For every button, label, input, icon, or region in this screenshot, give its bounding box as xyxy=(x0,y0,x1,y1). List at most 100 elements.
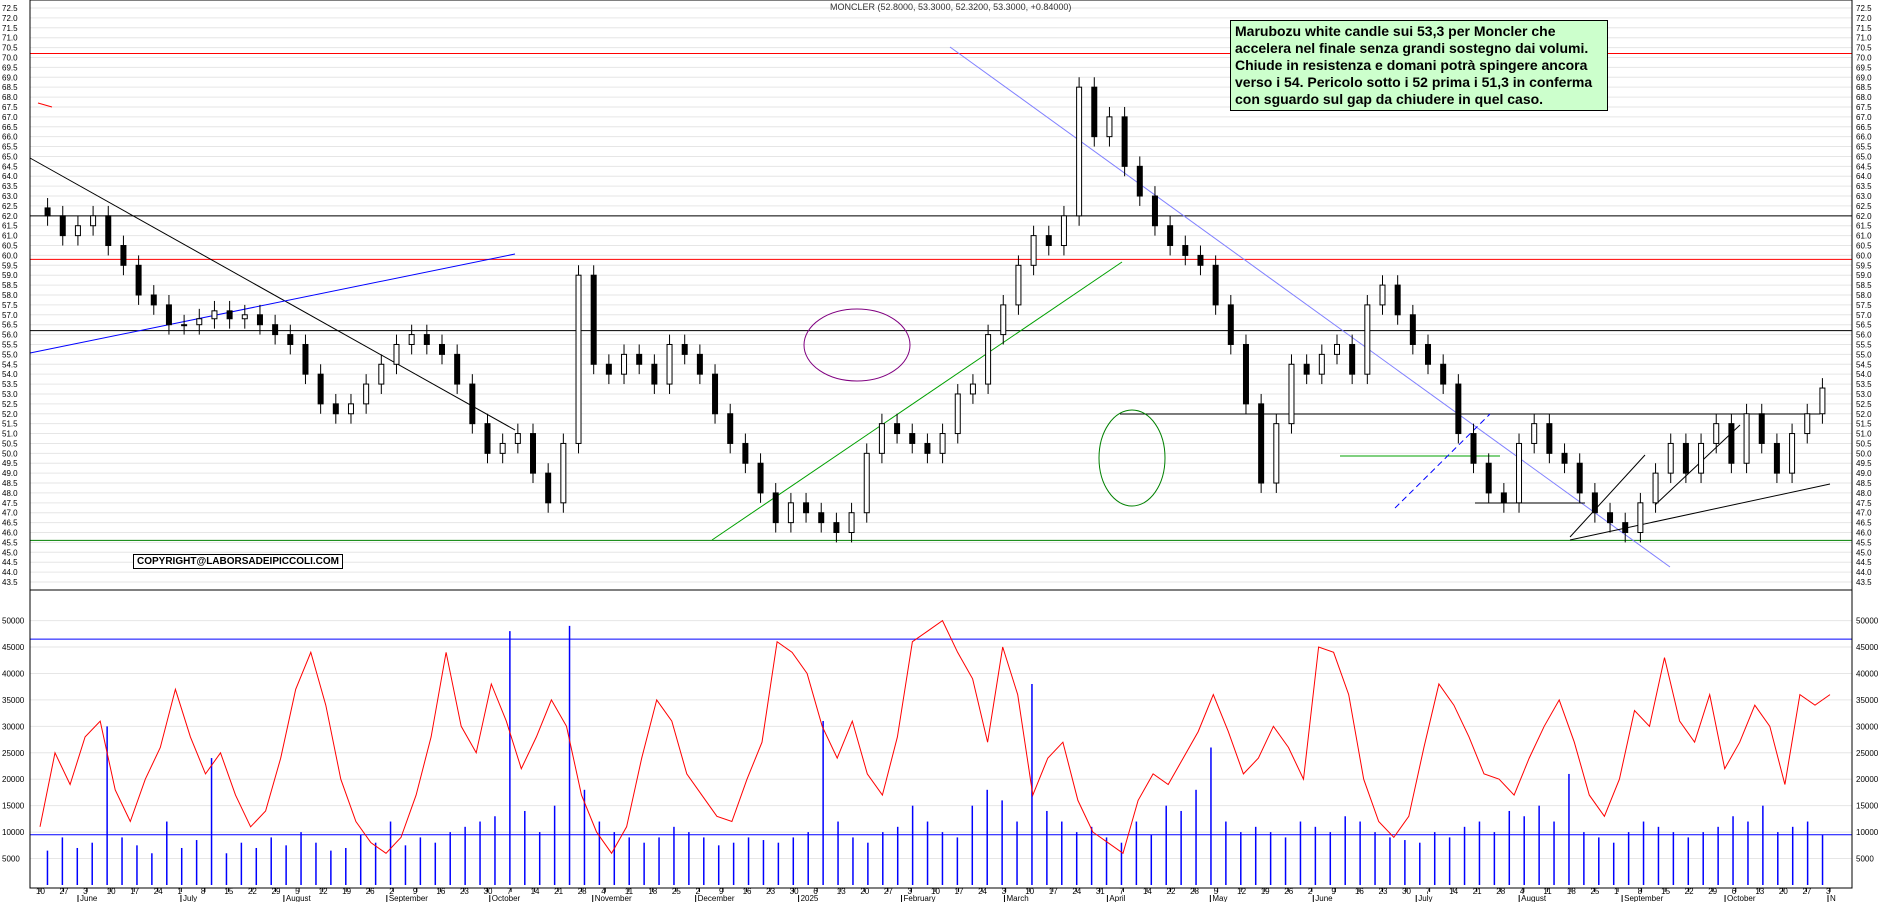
month-label: May xyxy=(1212,894,1227,902)
price-tick-label-left: 45.5 xyxy=(2,538,18,547)
price-tick-label-right: 50.5 xyxy=(1856,439,1872,448)
price-tick-label-right: 71.5 xyxy=(1856,24,1872,33)
price-tick-label-left: 60.5 xyxy=(2,242,18,251)
day-tick-label: 22 xyxy=(1167,887,1176,896)
day-tick-label: 27 xyxy=(884,887,893,896)
price-tick-label-right: 49.5 xyxy=(1856,459,1872,468)
descending-trendline-left xyxy=(29,157,516,431)
price-tick-label-left: 67.5 xyxy=(2,103,18,112)
candle-body xyxy=(1682,442,1689,474)
candle-body xyxy=(1667,442,1674,474)
price-tick-label-left: 63.5 xyxy=(2,182,18,191)
candle-body xyxy=(1728,423,1735,464)
day-tick-label: 14 xyxy=(531,887,540,896)
analysis-note: Marubozu white candle sui 53,3 per Moncl… xyxy=(1230,20,1608,111)
candle-body xyxy=(1440,363,1447,385)
day-tick-label: 6 xyxy=(1732,887,1737,896)
volume-tick-label-left: 10000 xyxy=(2,828,25,837)
candle-body xyxy=(1197,254,1204,266)
candle-body xyxy=(1379,284,1386,306)
day-tick-label: 14 xyxy=(1449,887,1458,896)
plot-frame xyxy=(29,0,1853,889)
price-tick-label-right: 64.5 xyxy=(1856,162,1872,171)
candle-body xyxy=(181,324,188,327)
price-tick-label-right: 65.0 xyxy=(1856,152,1872,161)
price-tick-label-right: 57.0 xyxy=(1856,311,1872,320)
price-tick-label-right: 69.5 xyxy=(1856,63,1872,72)
price-tick-label-left: 48.5 xyxy=(2,479,18,488)
candle-body xyxy=(757,462,764,494)
price-tick-label-left: 56.5 xyxy=(2,321,18,330)
candle-body xyxy=(287,334,294,345)
candle-body xyxy=(1500,492,1507,504)
day-tick-label: 5 xyxy=(295,887,300,896)
price-axis-right: 72.572.071.571.070.570.069.569.068.568.0… xyxy=(1856,4,1872,587)
candle-body xyxy=(120,245,127,266)
candle-body xyxy=(499,442,506,454)
price-tick-label-right: 68.0 xyxy=(1856,93,1872,102)
candle-body xyxy=(863,452,870,514)
price-tick-label-right: 47.0 xyxy=(1856,509,1872,518)
candle-body xyxy=(1394,284,1401,316)
price-tick-label-left: 63.0 xyxy=(2,192,18,201)
candle-body xyxy=(605,363,612,375)
candle-body xyxy=(560,442,567,504)
day-tick-label: 3 xyxy=(1826,887,1831,896)
candle-body xyxy=(1167,225,1174,247)
volume-grid xyxy=(30,620,1852,860)
candle-body xyxy=(226,310,233,320)
candle-body xyxy=(302,343,309,375)
price-tick-label-right: 54.0 xyxy=(1856,370,1872,379)
ascending-trendline-autumn xyxy=(1569,483,1831,541)
volume-tick-label-right: 35000 xyxy=(1856,696,1879,705)
price-tick-label-right: 54.5 xyxy=(1856,360,1872,369)
day-tick-label: 28 xyxy=(1496,887,1505,896)
volume-tick-label-right: 20000 xyxy=(1856,775,1879,784)
month-label: February xyxy=(904,894,936,902)
price-tick-label-left: 50.5 xyxy=(2,439,18,448)
candle-body xyxy=(363,383,370,405)
descending-trendline-violet xyxy=(949,46,1671,568)
price-tick-label-right: 64.0 xyxy=(1856,172,1872,181)
price-tick-label-right: 56.5 xyxy=(1856,321,1872,330)
price-grid xyxy=(30,7,1852,583)
day-tick-label: 30 xyxy=(1402,887,1411,896)
candle-body xyxy=(1000,304,1007,336)
price-tick-label-left: 72.5 xyxy=(2,4,18,13)
candle-body xyxy=(727,413,734,444)
candle-body xyxy=(1015,264,1022,306)
price-tick-label-right: 51.0 xyxy=(1856,430,1872,439)
day-tick-label: 6 xyxy=(813,887,818,896)
price-tick-label-left: 49.5 xyxy=(2,459,18,468)
candle-body xyxy=(909,433,916,444)
day-tick-label: 31 xyxy=(1096,887,1105,896)
ascending-trendline-blue xyxy=(29,253,516,354)
volume-tick-label-left: 25000 xyxy=(2,749,25,758)
price-tick-label-left: 44.0 xyxy=(2,568,18,577)
day-tick-label: 24 xyxy=(1072,887,1081,896)
chart-title: MONCLER (52.8000, 53.3000, 52.3200, 53.3… xyxy=(830,2,1071,12)
candle-body xyxy=(1819,387,1826,415)
price-tick-label-left: 66.5 xyxy=(2,123,18,132)
candle-body xyxy=(924,442,931,454)
candle-body xyxy=(1485,462,1492,494)
ascending-trendline-green xyxy=(711,261,1123,541)
month-label: June xyxy=(80,894,98,902)
price-tick-label-left: 62.5 xyxy=(2,202,18,211)
price-tick-label-left: 61.5 xyxy=(2,222,18,231)
price-axis-left: 72.572.071.571.070.570.069.569.068.568.0… xyxy=(2,4,18,587)
volume-tick-label-left: 30000 xyxy=(2,722,25,731)
candle-body xyxy=(651,363,658,385)
price-tick-label-left: 72.0 xyxy=(2,14,18,23)
candle-body xyxy=(165,304,172,326)
candle-body xyxy=(1106,116,1113,138)
candle-body xyxy=(514,433,521,444)
candle-body xyxy=(211,310,218,320)
day-tick-label: 23 xyxy=(460,887,469,896)
price-tick-label-right: 48.5 xyxy=(1856,479,1872,488)
price-tick-label-right: 58.5 xyxy=(1856,281,1872,290)
day-tick-label: 26 xyxy=(1284,887,1293,896)
price-tick-label-left: 64.0 xyxy=(2,172,18,181)
volume-axis-left: 50000 45000 40000 35000 30000 25000 20000 15000… xyxy=(2,617,25,864)
